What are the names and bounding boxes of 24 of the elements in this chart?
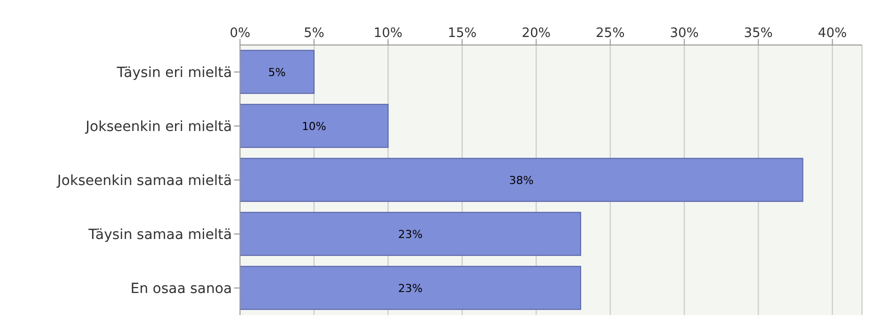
data-label: 38% [509, 174, 534, 187]
x-tick-label: 40% [818, 26, 847, 41]
bar [240, 266, 582, 310]
bar [240, 158, 804, 202]
x-tick-label: 5% [304, 26, 324, 41]
data-label: 10% [302, 120, 326, 133]
bar [240, 50, 315, 94]
x-tick-label: 35% [744, 26, 773, 41]
x-tick-label: 30% [670, 26, 699, 41]
x-tick-label: 0% [230, 26, 250, 41]
y-tick-label: En osaa sanoa [130, 280, 232, 297]
y-tick-label: Täysin samaa mieltä [87, 226, 232, 243]
y-tick-label: Täysin eri mieltä [116, 64, 232, 81]
data-label: 23% [398, 228, 423, 241]
data-label: 23% [398, 282, 423, 295]
y-tick-label: Jokseenkin samaa mieltä [56, 172, 232, 189]
bar [240, 212, 582, 256]
y-tick-label: Jokseenkin eri mieltä [84, 118, 232, 135]
x-tick-label: 20% [522, 26, 551, 41]
x-tick-label: 10% [374, 26, 403, 41]
bar [240, 104, 389, 148]
data-label: 5% [268, 66, 286, 79]
x-tick-label: 25% [596, 26, 625, 41]
x-tick-label: 15% [448, 26, 477, 41]
